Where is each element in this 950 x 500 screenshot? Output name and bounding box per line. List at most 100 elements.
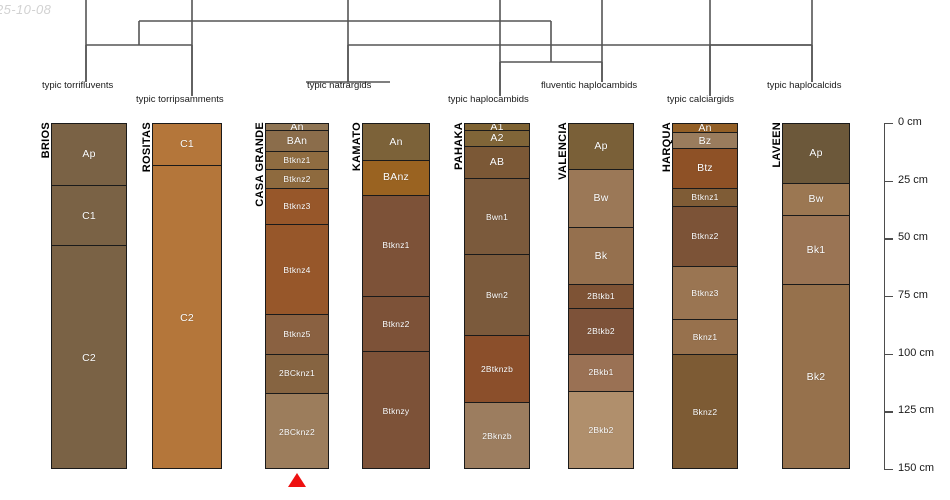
- horizon-label: C2: [82, 351, 96, 364]
- depth-axis-tick: [884, 296, 893, 298]
- soil-horizon[interactable]: BAnz: [363, 160, 429, 196]
- soil-horizon[interactable]: AB: [465, 147, 529, 180]
- profile-column[interactable]: Ap Bw Bk1 Bk2: [782, 123, 850, 469]
- soil-horizon[interactable]: Ap: [783, 124, 849, 184]
- soil-horizon[interactable]: C2: [153, 165, 221, 468]
- taxonomy-dendrogram: [85, 0, 813, 96]
- horizon-label: Bk: [594, 249, 608, 262]
- soil-horizon[interactable]: 2Btkb1: [569, 285, 633, 309]
- depth-axis-label: 0 cm: [898, 116, 922, 128]
- soil-horizon[interactable]: An: [363, 124, 429, 161]
- dendrogram-leaf-fluventic-haplocambids: fluventic haplocambids: [541, 80, 638, 91]
- soil-horizon[interactable]: Btknz2: [266, 170, 328, 189]
- horizon-label: Bknz2: [692, 407, 718, 418]
- soil-horizon[interactable]: Bw: [783, 183, 849, 217]
- soil-horizon[interactable]: An: [266, 124, 328, 131]
- depth-axis-tick: [884, 353, 893, 356]
- horizon-label: Btz: [697, 162, 713, 175]
- soil-horizon[interactable]: BAn: [266, 130, 328, 152]
- soil-horizon[interactable]: A2: [465, 130, 529, 148]
- profile-column[interactable]: C1 C2: [152, 123, 222, 469]
- soil-horizon[interactable]: Btknz3: [266, 188, 328, 226]
- horizon-label: 2Btknzb: [480, 363, 514, 374]
- profile-column[interactable]: An BAn Btknz1 Btknz2 Btknz3 Btknz4 Btknz5 2BCkn…: [265, 123, 329, 469]
- horizon-label: Bw: [808, 193, 824, 206]
- horizon-label: Btknz2: [382, 318, 410, 329]
- horizon-label: BAn: [286, 134, 308, 147]
- horizon-label: 2Btkb1: [587, 291, 615, 302]
- soil-horizon[interactable]: Bw: [569, 170, 633, 228]
- soil-horizon[interactable]: Btz: [673, 149, 737, 189]
- soil-horizon[interactable]: Ap: [569, 124, 633, 171]
- profile-column[interactable]: A1 A2 AB Bwn1 Bwn2 2Btknzb 2Bknzb: [464, 123, 530, 469]
- soil-horizon[interactable]: Bk1: [783, 216, 849, 286]
- dendrogram-leaf-typic-calciargids: typic calciargids: [667, 94, 735, 105]
- soil-horizon[interactable]: A1: [465, 124, 529, 131]
- profile-column[interactable]: Ap C1 C2: [51, 123, 127, 469]
- depth-axis-tick: [884, 238, 893, 240]
- soil-horizon[interactable]: 2BCknz2: [266, 393, 328, 468]
- horizon-label: 2Btkb2: [587, 325, 615, 336]
- horizon-label: Btknz1: [691, 192, 719, 203]
- depth-axis-tick: [884, 123, 893, 125]
- soil-horizon[interactable]: Bk: [569, 227, 633, 286]
- horizon-label: A1: [490, 124, 504, 131]
- depth-axis-tick: [884, 469, 893, 471]
- horizon-label: Ap: [82, 148, 96, 161]
- horizon-label: 2Bknzb: [482, 431, 512, 442]
- horizon-label: AB: [489, 156, 505, 169]
- horizon-label: Btknz3: [691, 287, 719, 298]
- profile-column[interactable]: Ap Bw Bk 2Btkb1 2Btkb2 2Bkb1 2Bkb2: [568, 123, 634, 469]
- soil-horizon[interactable]: Btknz2: [363, 296, 429, 353]
- horizon-label: 2BCknz1: [279, 368, 315, 379]
- horizon-label: Btknz3: [283, 201, 311, 212]
- horizon-label: Bk1: [806, 244, 826, 257]
- horizon-label: Bwn1: [485, 211, 509, 222]
- horizon-label: Btknz4: [283, 264, 311, 275]
- soil-horizon[interactable]: Bz: [673, 133, 737, 150]
- dendrogram-leaf-typic-haplocambids: typic haplocambids: [448, 94, 529, 105]
- soil-horizon[interactable]: Bwn2: [465, 255, 529, 337]
- soil-horizon[interactable]: 2Bknzb: [465, 403, 529, 468]
- soil-horizon[interactable]: Bknz2: [673, 354, 737, 468]
- soil-horizon[interactable]: Btknz1: [363, 195, 429, 297]
- horizon-label: C2: [180, 311, 194, 324]
- horizon-label: An: [698, 124, 712, 134]
- horizon-label: Bknz1: [692, 331, 718, 342]
- soil-horizon[interactable]: Btknz5: [266, 315, 328, 355]
- soil-horizon[interactable]: C1: [52, 186, 126, 247]
- soil-horizon[interactable]: Ap: [52, 124, 126, 187]
- horizon-label: An: [290, 124, 304, 131]
- depth-axis-label: 125 cm: [898, 404, 935, 417]
- horizon-label: Btknz1: [283, 155, 311, 166]
- soil-horizon[interactable]: An: [673, 124, 737, 134]
- soil-horizon[interactable]: Btknzy: [363, 352, 429, 468]
- depth-axis-label: 75 cm: [898, 289, 928, 301]
- soil-horizon[interactable]: 2Bkb2: [569, 391, 633, 468]
- date-watermark: 25-10-08: [0, 2, 52, 17]
- soil-horizon[interactable]: Btknz2: [673, 207, 737, 267]
- dendrogram-leaf-typic-haplocalcids: typic haplocalcids: [767, 80, 842, 91]
- soil-horizon[interactable]: 2Btkb2: [569, 308, 633, 355]
- horizon-label: C1: [82, 209, 96, 222]
- profile-column[interactable]: An Bz Btz Btknz1 Btknz2 Btknz3 Bknz1 Bknz2: [672, 123, 738, 469]
- soil-horizon[interactable]: Bknz1: [673, 320, 737, 355]
- horizon-label: Bz: [698, 134, 712, 147]
- soil-horizon[interactable]: C2: [52, 246, 126, 468]
- soil-horizon[interactable]: 2Bkb1: [569, 354, 633, 392]
- profile-column[interactable]: An BAnz Btknz1 Btknz2 Btknzy: [362, 123, 430, 469]
- soil-horizon[interactable]: Btknz1: [266, 151, 328, 171]
- depth-axis-label: 50 cm: [898, 231, 928, 244]
- soil-horizon[interactable]: Bk2: [783, 285, 849, 468]
- dendrogram-leaf-typic-torrifluvents: typic torrifluvents: [42, 80, 114, 91]
- soil-horizon[interactable]: 2BCknz1: [266, 354, 328, 394]
- soil-horizon[interactable]: Btknz1: [673, 188, 737, 208]
- soil-horizon[interactable]: Btknz4: [266, 225, 328, 316]
- soil-horizon[interactable]: C1: [153, 124, 221, 166]
- horizon-label: Ap: [809, 147, 823, 160]
- soil-horizon[interactable]: Bwn1: [465, 179, 529, 256]
- soil-horizon[interactable]: 2Btknzb: [465, 336, 529, 404]
- soil-horizon[interactable]: Btknz3: [673, 266, 737, 321]
